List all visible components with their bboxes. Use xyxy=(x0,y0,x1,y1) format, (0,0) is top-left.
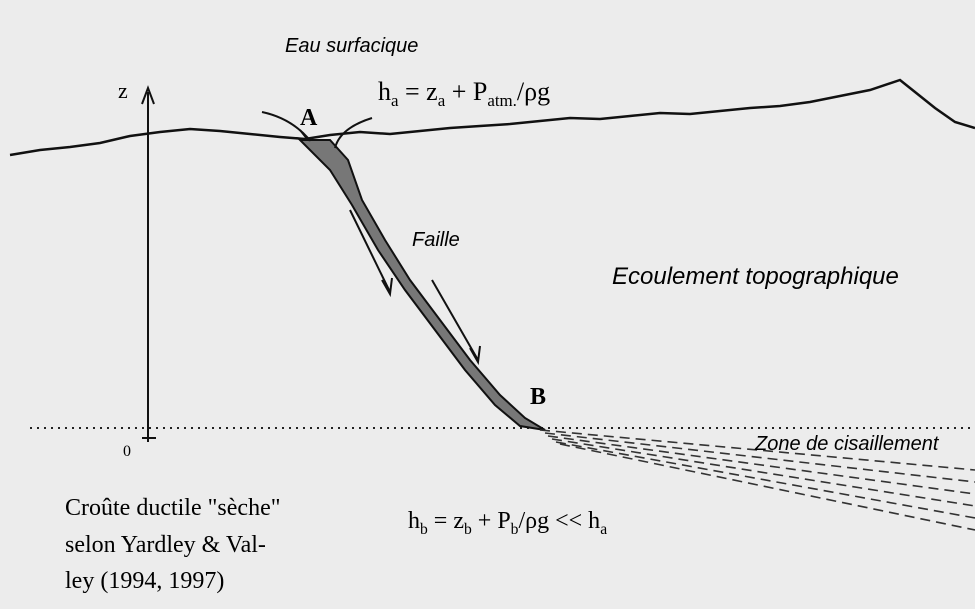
flow-arrow-1 xyxy=(349,209,391,293)
formula-part: h xyxy=(408,508,420,534)
formula-part: /ρg xyxy=(517,77,550,106)
subscript: atm. xyxy=(487,91,517,110)
subscript: a xyxy=(600,521,607,538)
z-axis-arrow xyxy=(141,85,155,105)
inflow-arrow-head xyxy=(295,129,311,142)
point-b-label: B xyxy=(530,384,546,410)
flow-arrow-2 xyxy=(431,279,479,361)
crust-note-line: Croûte ductile "sèche" xyxy=(65,495,281,521)
formula-part: + P xyxy=(445,77,487,106)
formula-part: = z xyxy=(428,508,464,534)
shear-zone-lines xyxy=(539,429,975,531)
shear-zone-label: Zone de cisaillement xyxy=(754,433,940,455)
point-a-label: A xyxy=(300,105,318,131)
inflow-arrow-2 xyxy=(334,117,373,149)
formula-part: = z xyxy=(399,77,438,106)
surface-water-label: Eau surfacique xyxy=(285,35,418,57)
formula-part: + P xyxy=(472,508,511,534)
subscript: b xyxy=(420,521,428,538)
fault-label: Faille xyxy=(412,229,460,251)
formula-part: h xyxy=(378,77,391,106)
zero-label: 0 xyxy=(123,443,131,460)
formula-a: ha = za + Patm./ρg xyxy=(378,77,550,110)
subscript: a xyxy=(391,91,399,110)
fault-zone xyxy=(297,139,546,431)
flow-arrow-2-head xyxy=(469,345,481,366)
crust-note-line: selon Yardley & Val- xyxy=(65,532,266,558)
formula-b: hb = zb + Pb/ρg << ha xyxy=(408,508,607,538)
z-label: z xyxy=(118,78,128,103)
formula-part: /ρg << h xyxy=(518,508,600,534)
crust-note-line: ley (1994, 1997) xyxy=(65,568,224,594)
subscript: b xyxy=(511,521,519,538)
ground-surface xyxy=(9,78,975,157)
flow-arrow-1-head xyxy=(381,277,393,298)
topographic-flow-label: Ecoulement topographique xyxy=(612,263,899,290)
subscript: a xyxy=(438,91,446,110)
subscript: b xyxy=(464,521,472,538)
